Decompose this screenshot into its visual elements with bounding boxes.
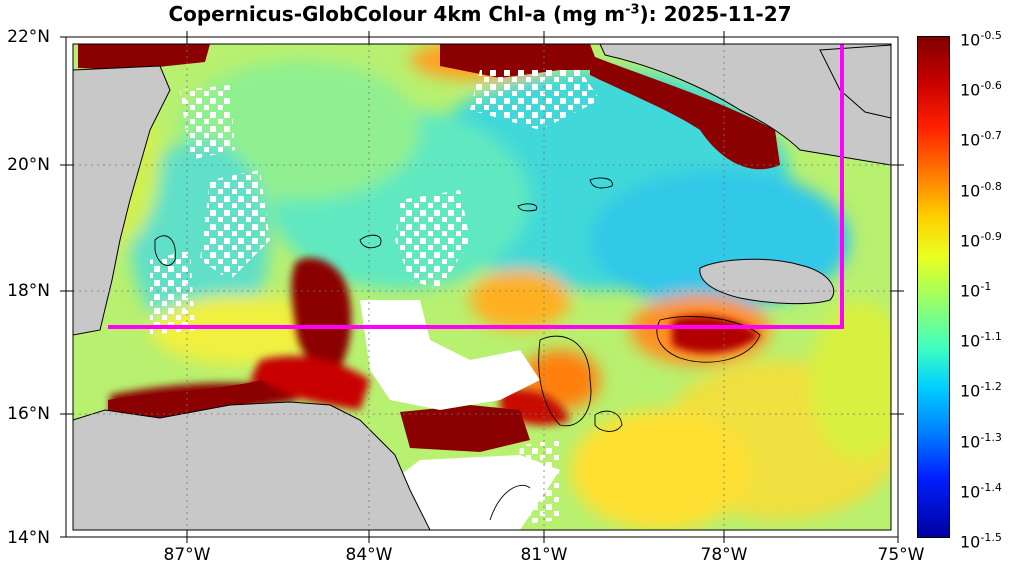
contour-chinchorro bbox=[154, 235, 176, 266]
lon-label-78w: 78°W bbox=[700, 545, 748, 565]
lat-label-18n: 18°N bbox=[7, 281, 50, 301]
colorbar-label: 10-1.3 bbox=[960, 430, 1002, 451]
graticule bbox=[73, 44, 891, 530]
yucatan-peninsula bbox=[73, 65, 171, 336]
colorbar-label: 10-1.4 bbox=[960, 480, 1002, 502]
colorbar bbox=[917, 36, 950, 538]
central-america bbox=[73, 401, 431, 530]
lat-label-14n: 14°N bbox=[7, 528, 50, 548]
bathymetry-contours bbox=[154, 177, 761, 521]
contour-cayman-brac bbox=[589, 177, 613, 189]
colorbar-label: 10-0.9 bbox=[960, 229, 1002, 251]
contour-pedro-bank bbox=[656, 316, 761, 363]
lon-label-81w: 81°W bbox=[520, 545, 568, 565]
cuba-west-plume bbox=[440, 44, 600, 78]
lat-label-22n: 22°N bbox=[7, 27, 50, 47]
lat-label-16n: 16°N bbox=[7, 404, 50, 424]
yucatan-north-plume bbox=[78, 44, 210, 70]
axis-ticks bbox=[60, 31, 904, 543]
region-box bbox=[108, 44, 844, 329]
colorbar-label: 10-0.5 bbox=[960, 29, 1002, 50]
cuba bbox=[599, 44, 891, 166]
lon-label-87w: 87°W bbox=[163, 545, 211, 565]
lon-label-84w: 84°W bbox=[345, 545, 393, 565]
map-title: Copernicus-GlobColour 4km Chl-a (mg m-3)… bbox=[168, 2, 792, 26]
lat-label-20n: 20°N bbox=[7, 155, 50, 175]
landmasses bbox=[73, 44, 891, 530]
honduras-coast-plume bbox=[400, 405, 530, 452]
colorbar-label: 10-0.7 bbox=[960, 129, 1002, 150]
colorbar-label: 10-1.2 bbox=[960, 380, 1002, 401]
colorbar-label: 10-0.6 bbox=[960, 79, 1002, 100]
contour-serranilla bbox=[594, 410, 623, 432]
contour-swan-islands bbox=[359, 234, 382, 249]
colorbar-label: 10-1 bbox=[960, 280, 992, 301]
colorbar-label: 10-1.1 bbox=[960, 330, 1002, 351]
colorbar-label: 10-0.8 bbox=[960, 179, 1002, 200]
contour-nicaragua-rise bbox=[489, 484, 531, 521]
contour-mosquito-bank bbox=[538, 335, 592, 427]
map-inner-frame bbox=[72, 43, 892, 531]
hispaniola bbox=[819, 44, 891, 119]
lon-label-75w: 75°W bbox=[877, 545, 925, 565]
cuba-coastal-plume bbox=[590, 55, 780, 170]
colorbar-label: 10-1.5 bbox=[960, 531, 1002, 552]
no-data-gaps bbox=[150, 70, 600, 530]
contour-grand-cayman bbox=[517, 203, 538, 212]
jamaica bbox=[699, 258, 835, 305]
